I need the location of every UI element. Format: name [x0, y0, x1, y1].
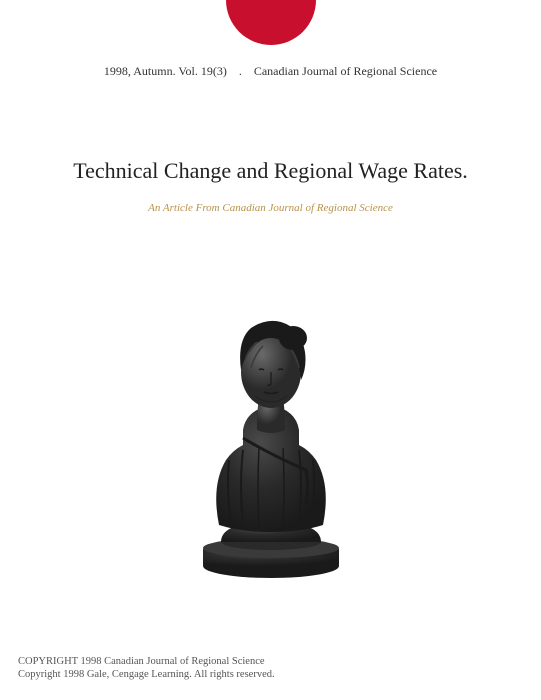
copyright-block: COPYRIGHT 1998 Canadian Journal of Regio… [18, 655, 275, 682]
header-separator: . [239, 64, 242, 78]
header-journal: Canadian Journal of Regional Science [254, 64, 437, 78]
header-decoration-circle [226, 0, 316, 45]
copyright-line-2: Copyright 1998 Gale, Cengage Learning. A… [18, 668, 275, 682]
header-volume: Vol. 19(3) [178, 64, 226, 78]
header-season: Autumn [133, 64, 172, 78]
copyright-line-1: COPYRIGHT 1998 Canadian Journal of Regio… [18, 655, 275, 669]
article-title: Technical Change and Regional Wage Rates… [0, 158, 541, 184]
header-year: 1998 [104, 64, 128, 78]
bust-illustration [171, 310, 371, 580]
header-citation: 1998, Autumn. Vol. 19(3) . Canadian Jour… [0, 64, 541, 79]
article-subtitle: An Article From Canadian Journal of Regi… [0, 202, 541, 214]
